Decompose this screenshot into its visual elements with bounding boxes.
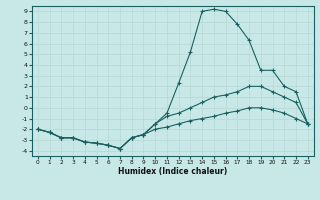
X-axis label: Humidex (Indice chaleur): Humidex (Indice chaleur) [118, 167, 228, 176]
